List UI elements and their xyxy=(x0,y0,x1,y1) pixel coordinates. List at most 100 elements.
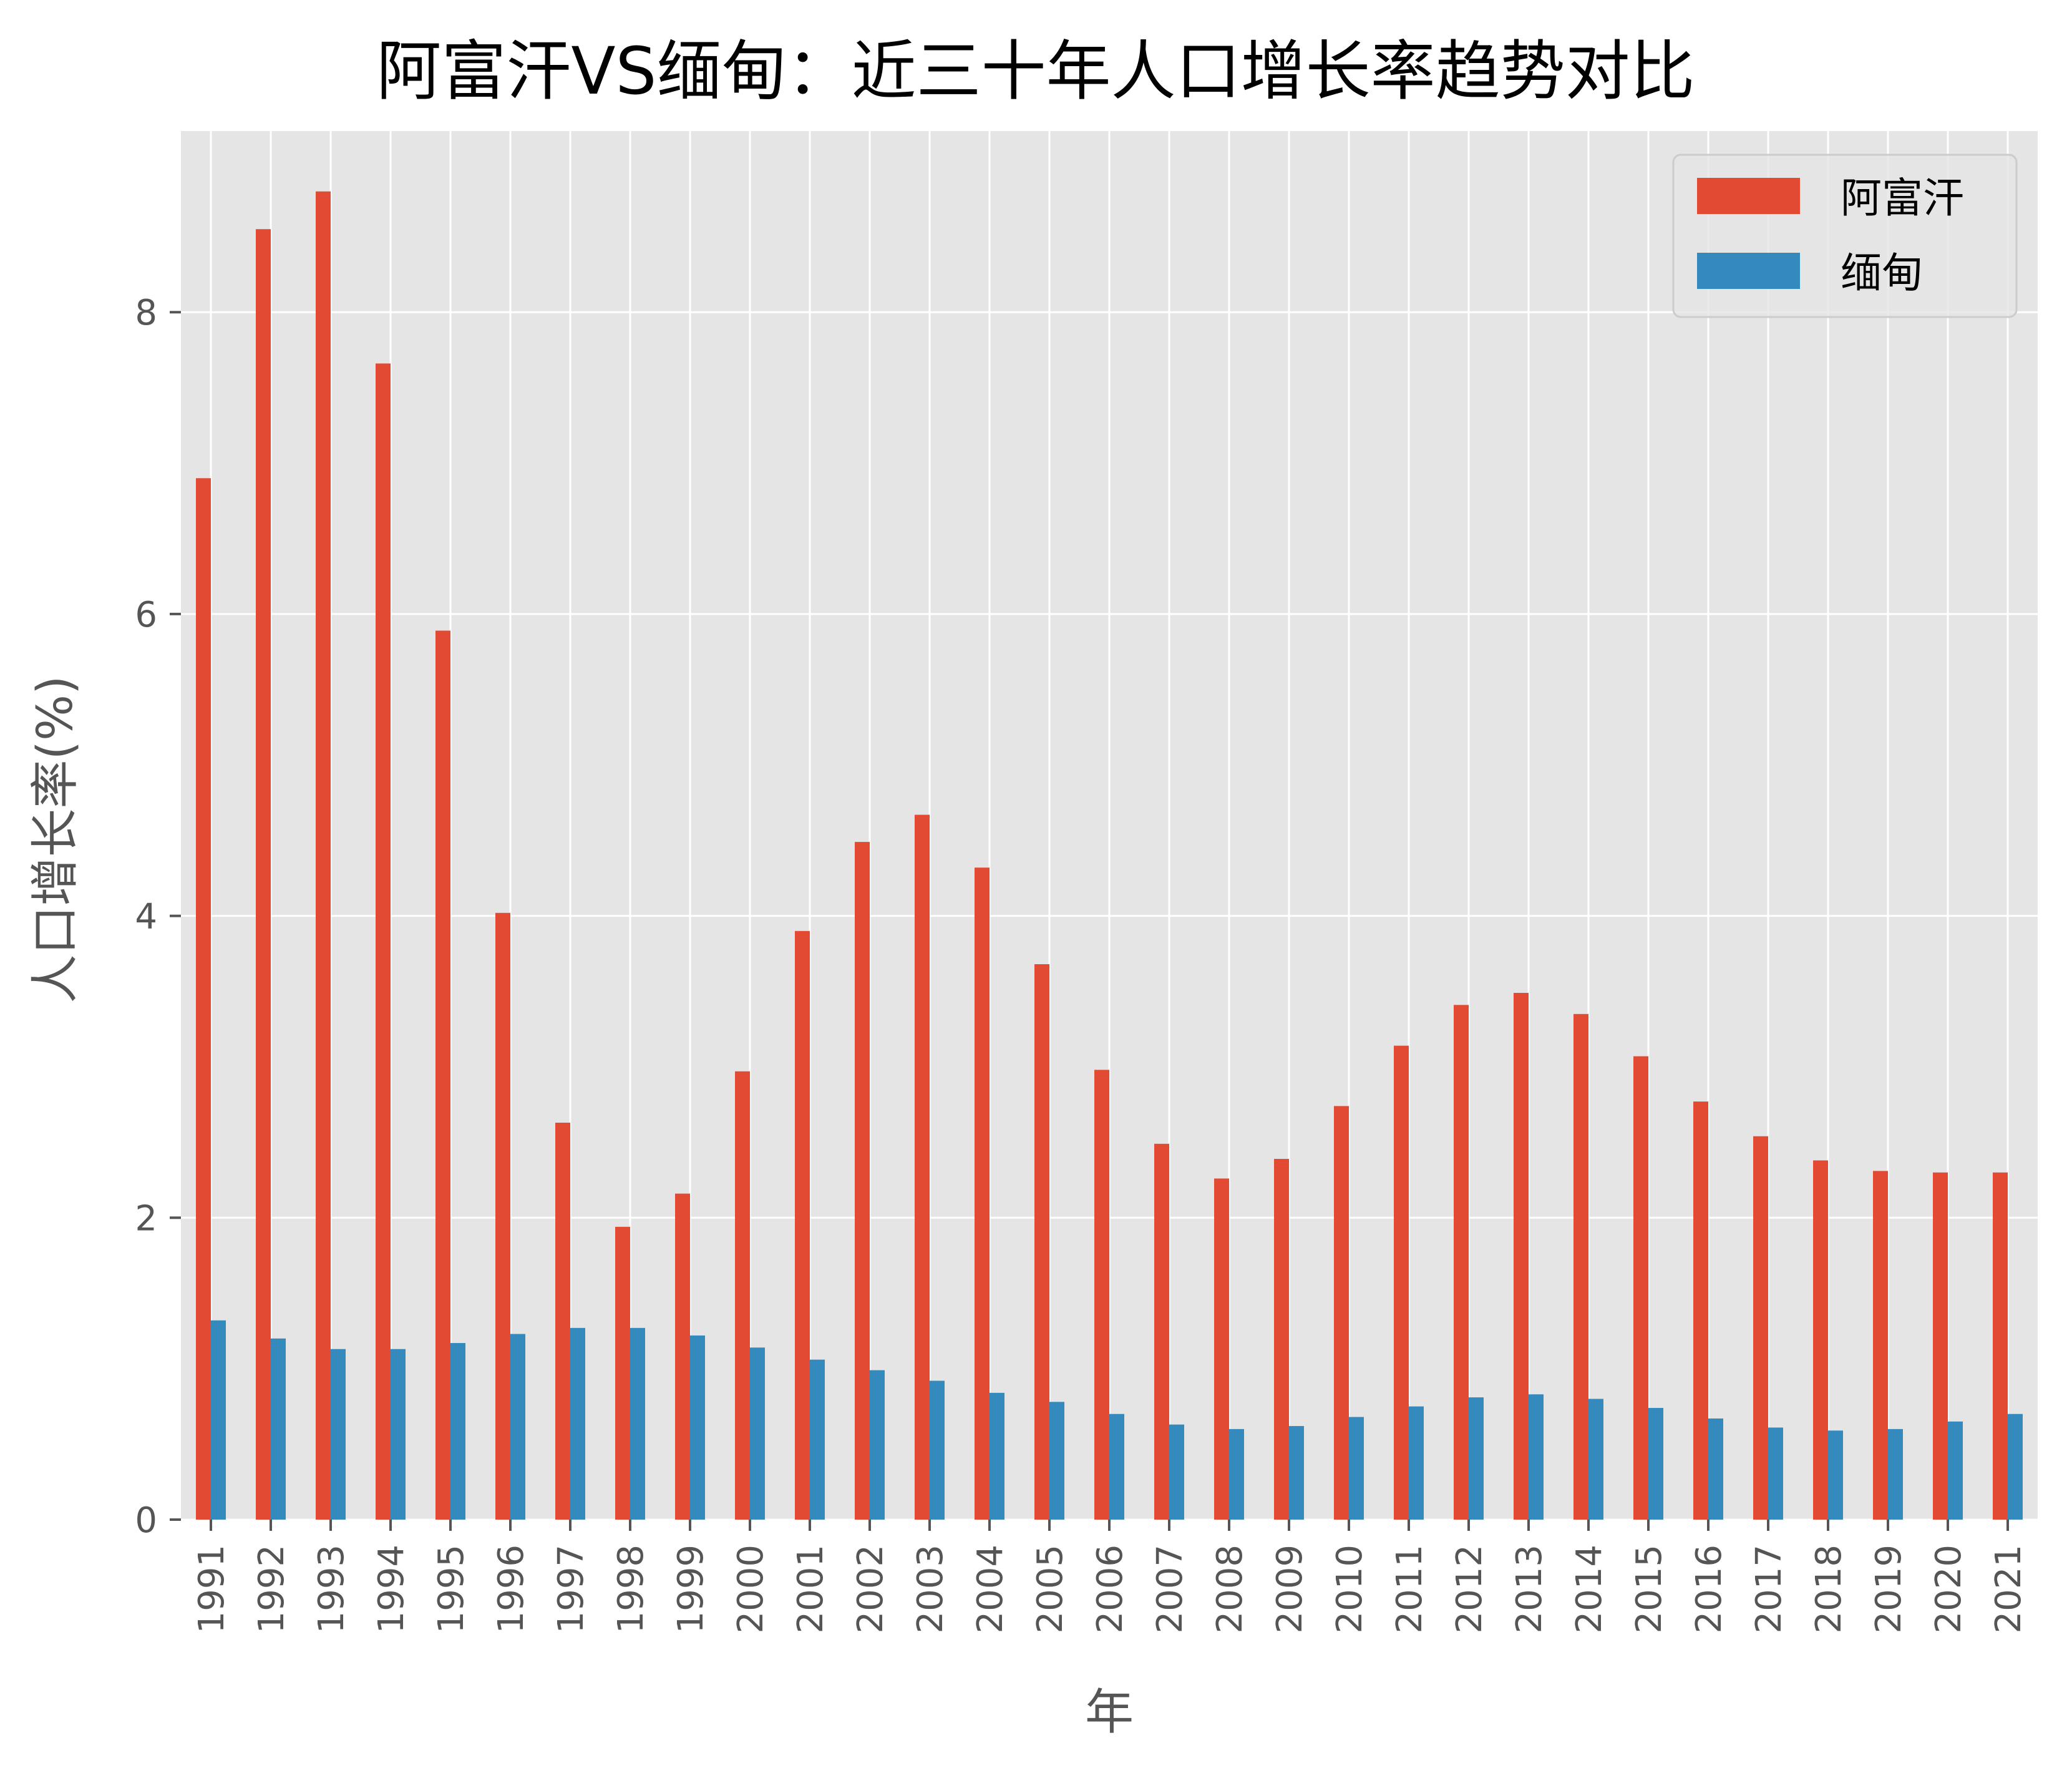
y-tick-label: 6 xyxy=(135,595,157,635)
bar-afghanistan-2003 xyxy=(915,814,930,1520)
x-tick-label: 1996 xyxy=(491,1545,532,1634)
bar-afghanistan-2005 xyxy=(1034,964,1049,1520)
x-tick-label: 1999 xyxy=(671,1545,711,1634)
bar-afghanistan-2011 xyxy=(1394,1045,1409,1520)
x-tick-label: 2014 xyxy=(1569,1545,1610,1634)
bar-afghanistan-2016 xyxy=(1693,1101,1708,1520)
y-tick-label: 2 xyxy=(135,1198,157,1239)
bar-myanmar-1991 xyxy=(211,1320,226,1520)
bar-myanmar-2016 xyxy=(1708,1418,1723,1520)
bar-afghanistan-2012 xyxy=(1454,1005,1469,1520)
bar-afghanistan-1994 xyxy=(376,363,391,1520)
bar-afghanistan-2019 xyxy=(1873,1171,1888,1520)
bar-afghanistan-2001 xyxy=(795,930,810,1520)
bar-afghanistan-2013 xyxy=(1514,992,1529,1520)
bar-myanmar-1998 xyxy=(630,1327,645,1520)
bar-myanmar-2021 xyxy=(2008,1414,2023,1520)
bar-afghanistan-1999 xyxy=(675,1193,690,1520)
bar-myanmar-2015 xyxy=(1648,1408,1663,1520)
x-axis: 1991 1992 1993 1994 1995 1996 1997 1998 1999 2000… xyxy=(192,1520,2029,1634)
plot-area xyxy=(181,131,2038,1521)
legend-swatch-myanmar xyxy=(1697,253,1800,289)
x-tick-label: 2004 xyxy=(970,1545,1011,1634)
x-tick-label: 2006 xyxy=(1090,1545,1131,1634)
x-tick-label: 2001 xyxy=(790,1545,831,1634)
bar-myanmar-2004 xyxy=(990,1392,1004,1520)
bar-myanmar-2009 xyxy=(1289,1426,1304,1520)
bar-myanmar-2014 xyxy=(1588,1399,1603,1520)
bar-myanmar-1997 xyxy=(570,1327,585,1520)
bar-myanmar-2013 xyxy=(1529,1394,1544,1520)
y-tick-label: 0 xyxy=(135,1500,157,1541)
bar-afghanistan-2006 xyxy=(1094,1070,1109,1520)
x-tick-label: 1997 xyxy=(551,1545,591,1634)
x-tick-label: 2000 xyxy=(731,1545,771,1634)
bar-myanmar-2012 xyxy=(1469,1397,1484,1520)
bar-afghanistan-2020 xyxy=(1933,1172,1948,1520)
bar-myanmar-1995 xyxy=(450,1343,465,1520)
x-tick-label: 2011 xyxy=(1389,1545,1430,1634)
bar-afghanistan-2002 xyxy=(855,842,870,1520)
bars xyxy=(196,191,2023,1520)
bar-afghanistan-2018 xyxy=(1813,1160,1828,1520)
bar-afghanistan-1997 xyxy=(555,1122,570,1520)
x-tick-label: 1994 xyxy=(371,1545,412,1634)
x-tick-label: 2015 xyxy=(1629,1545,1670,1634)
bar-myanmar-1994 xyxy=(391,1349,406,1520)
bar-afghanistan-2015 xyxy=(1633,1056,1648,1520)
y-axis-label: 人口增长率(%) xyxy=(27,676,84,1004)
bar-afghanistan-2008 xyxy=(1214,1178,1229,1520)
x-tick-label: 2003 xyxy=(910,1545,951,1634)
x-tick-label: 2018 xyxy=(1809,1545,1849,1634)
bar-myanmar-2019 xyxy=(1888,1429,1903,1520)
y-tick-label: 8 xyxy=(135,293,157,333)
bar-afghanistan-2009 xyxy=(1274,1158,1289,1520)
bar-afghanistan-1996 xyxy=(495,912,510,1520)
bar-afghanistan-1992 xyxy=(256,229,271,1520)
bar-myanmar-2017 xyxy=(1768,1427,1783,1520)
legend-label-afghanistan: 阿富汗 xyxy=(1841,174,1964,222)
x-tick-label: 2016 xyxy=(1689,1545,1729,1634)
bar-afghanistan-2000 xyxy=(735,1071,750,1520)
bar-myanmar-2002 xyxy=(870,1370,885,1520)
x-tick-label: 1993 xyxy=(311,1545,352,1634)
bar-afghanistan-2004 xyxy=(975,867,990,1520)
bar-afghanistan-2010 xyxy=(1334,1106,1349,1520)
x-axis-label: 年 xyxy=(1085,1684,1134,1741)
bar-myanmar-2003 xyxy=(930,1380,945,1520)
x-tick-label: 2010 xyxy=(1330,1545,1370,1634)
x-tick-label: 2008 xyxy=(1210,1545,1250,1634)
bar-afghanistan-1998 xyxy=(615,1226,630,1520)
y-tick-label: 4 xyxy=(135,897,157,937)
bar-myanmar-2006 xyxy=(1109,1414,1124,1520)
bar-myanmar-2018 xyxy=(1828,1430,1843,1520)
x-tick-label: 2009 xyxy=(1270,1545,1310,1634)
bar-myanmar-2008 xyxy=(1229,1429,1244,1520)
x-tick-label: 2020 xyxy=(1929,1545,1969,1634)
bar-myanmar-2000 xyxy=(750,1347,765,1520)
bar-myanmar-2011 xyxy=(1409,1406,1424,1520)
legend: 阿富汗 缅甸 xyxy=(1672,154,2018,318)
bar-myanmar-2010 xyxy=(1349,1417,1364,1520)
x-tick-label: 2021 xyxy=(1988,1545,2029,1634)
chart-title: 阿富汗VS缅甸：近三十年人口增长率趋势对比 xyxy=(376,33,1695,109)
x-tick-label: 2013 xyxy=(1509,1545,1550,1634)
bar-afghanistan-2017 xyxy=(1753,1136,1768,1520)
x-tick-label: 1992 xyxy=(251,1545,292,1634)
bar-myanmar-1999 xyxy=(690,1335,705,1520)
bar-afghanistan-2007 xyxy=(1154,1143,1169,1520)
y-axis: 0 2 4 6 8 xyxy=(135,293,181,1541)
bar-myanmar-2007 xyxy=(1169,1424,1184,1520)
x-tick-label: 2012 xyxy=(1449,1545,1490,1634)
x-tick-label: 2005 xyxy=(1030,1545,1071,1634)
bar-myanmar-2001 xyxy=(810,1359,825,1520)
x-tick-label: 1998 xyxy=(611,1545,651,1634)
x-tick-label: 2019 xyxy=(1869,1545,1909,1634)
bar-myanmar-1992 xyxy=(271,1338,286,1520)
x-tick-label: 2002 xyxy=(850,1545,891,1634)
bar-myanmar-2005 xyxy=(1049,1402,1064,1520)
x-tick-label: 1991 xyxy=(192,1545,232,1634)
x-tick-label: 2017 xyxy=(1749,1545,1789,1634)
x-tick-label: 2007 xyxy=(1150,1545,1190,1634)
